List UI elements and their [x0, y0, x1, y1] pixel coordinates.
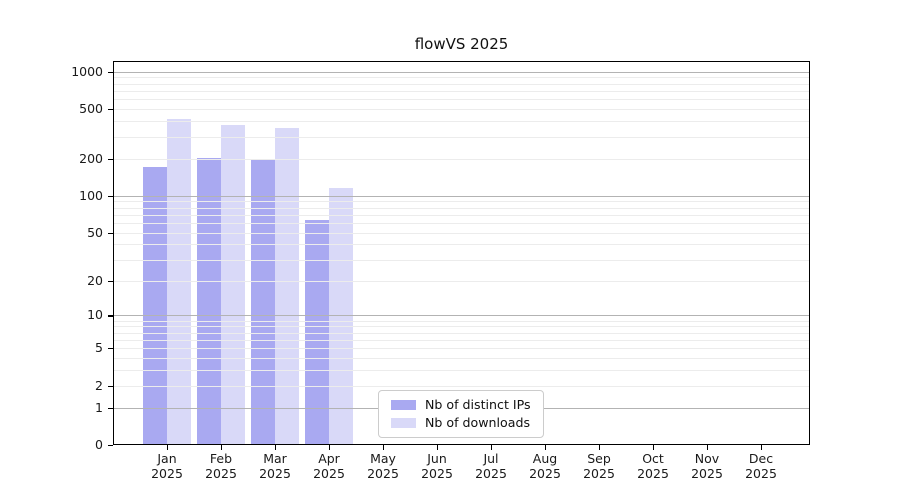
x-tick-month-text: Feb — [209, 451, 233, 466]
y-tick-label-20: 20 — [87, 272, 103, 288]
x-tick-label-sep: Sep 2025 — [571, 451, 627, 481]
x-tick-year-text: 2025 — [583, 466, 615, 481]
legend: Nb of distinct IPs Nb of downloads — [378, 390, 544, 438]
x-tick-year-text: 2025 — [637, 466, 669, 481]
x-tick-apr — [329, 445, 331, 450]
plot-border — [113, 61, 810, 445]
x-tick-aug — [545, 445, 547, 450]
chart-title: flowVS 2025 — [414, 35, 509, 53]
x-tick-month-text: Jul — [483, 451, 499, 466]
x-tick-month-text: Jan — [157, 451, 177, 466]
x-tick-year-text: 2025 — [475, 466, 507, 481]
x-tick-year-text: 2025 — [151, 466, 183, 481]
x-tick-year-text: 2025 — [691, 466, 723, 481]
x-tick-oct — [653, 445, 655, 450]
x-tick-label-nov: Nov 2025 — [679, 451, 735, 481]
x-tick-year-text: 2025 — [529, 466, 561, 481]
x-tick-month-text: Apr — [318, 451, 340, 466]
legend-item-distinct-ips: Nb of distinct IPs — [391, 397, 535, 413]
x-tick-label-jun: Jun 2025 — [409, 451, 465, 481]
y-tick-label-1: 1 — [95, 399, 103, 415]
y-tick-label-10: 10 — [87, 307, 103, 323]
y-tick-label-2: 2 — [95, 377, 103, 393]
x-tick-year-text: 2025 — [205, 466, 237, 481]
x-tick-month-text: Dec — [748, 451, 774, 466]
y-tick-label-100: 100 — [79, 187, 103, 203]
x-tick-nov — [707, 445, 709, 450]
x-tick-label-feb: Feb 2025 — [193, 451, 249, 481]
x-tick-jun — [437, 445, 439, 450]
x-tick-year-text: 2025 — [259, 466, 291, 481]
x-tick-mar — [275, 445, 277, 450]
y-tick-label-200: 200 — [79, 150, 103, 166]
x-tick-jul — [491, 445, 493, 450]
y-tick-label-500: 500 — [79, 101, 103, 117]
x-tick-label-jan: Jan 2025 — [139, 451, 195, 481]
y-tick-label-5: 5 — [95, 340, 103, 356]
legend-swatch-distinct-ips — [391, 400, 416, 410]
legend-swatch-downloads — [391, 418, 416, 428]
x-tick-label-oct: Oct 2025 — [625, 451, 681, 481]
x-tick-month-text: May — [370, 451, 396, 466]
y-tick-label-1000: 1000 — [71, 63, 103, 79]
x-tick-jan — [167, 445, 169, 450]
y-tick-0 — [108, 445, 113, 447]
x-tick-month-text: Nov — [694, 451, 720, 466]
x-tick-month-text: Mar — [263, 451, 287, 466]
x-tick-label-mar: Mar 2025 — [247, 451, 303, 481]
x-tick-label-dec: Dec 2025 — [733, 451, 789, 481]
x-tick-month-text: Aug — [532, 451, 558, 466]
legend-label-downloads: Nb of downloads — [425, 415, 531, 430]
x-tick-year-text: 2025 — [745, 466, 777, 481]
x-tick-month-text: Jun — [427, 451, 447, 466]
x-tick-year-text: 2025 — [421, 466, 453, 481]
x-tick-dec — [761, 445, 763, 450]
x-tick-may — [383, 445, 385, 450]
x-tick-month-text: Oct — [642, 451, 664, 466]
x-tick-label-apr: Apr 2025 — [301, 451, 357, 481]
x-tick-label-may: May 2025 — [355, 451, 411, 481]
x-tick-feb — [221, 445, 223, 450]
legend-label-distinct-ips: Nb of distinct IPs — [425, 397, 531, 412]
x-tick-label-jul: Jul 2025 — [463, 451, 519, 481]
x-tick-month-text: Sep — [587, 451, 611, 466]
x-tick-year-text: 2025 — [313, 466, 345, 481]
y-tick-label-50: 50 — [87, 224, 103, 240]
x-tick-year-text: 2025 — [367, 466, 399, 481]
legend-item-downloads: Nb of downloads — [391, 415, 535, 431]
x-tick-sep — [599, 445, 601, 450]
y-tick-label-0: 0 — [95, 437, 103, 452]
x-tick-label-aug: Aug 2025 — [517, 451, 573, 481]
